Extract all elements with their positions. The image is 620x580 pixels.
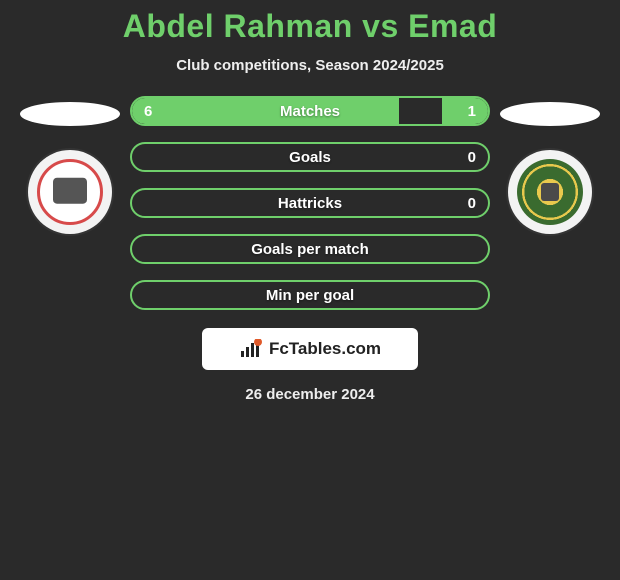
crest-right-icon: [517, 159, 583, 225]
branding-badge[interactable]: FcTables.com: [202, 328, 418, 370]
stat-bar-goals: Goals 0: [130, 142, 490, 172]
page-title: Abdel Rahman vs Emad: [0, 8, 620, 45]
stat-label: Hattricks: [132, 195, 488, 212]
stats-bars: 6 Matches 1 Goals 0 Hattricks 0: [130, 96, 490, 310]
stat-bar-min-per-goal: Min per goal: [130, 280, 490, 310]
stat-bar-hattricks: Hattricks 0: [130, 188, 490, 218]
player-left-column: [10, 96, 130, 234]
stat-label: Min per goal: [132, 287, 488, 304]
stat-label: Matches: [132, 103, 488, 120]
crest-left-icon: [37, 159, 103, 225]
club-crest-left: [28, 150, 112, 234]
stat-label: Goals: [132, 149, 488, 166]
stat-bar-goals-per-match: Goals per match: [130, 234, 490, 264]
date-label: 26 december 2024: [0, 386, 620, 403]
branding-text: FcTables.com: [269, 339, 381, 359]
player-right-oval: [500, 102, 600, 126]
comparison-card: Abdel Rahman vs Emad Club competitions, …: [0, 0, 620, 403]
player-left-oval: [20, 102, 120, 126]
stat-bar-matches: 6 Matches 1: [130, 96, 490, 126]
stat-value-right: 0: [468, 149, 476, 166]
stat-value-right: 0: [468, 195, 476, 212]
main-row: 6 Matches 1 Goals 0 Hattricks 0: [0, 96, 620, 310]
club-crest-right: [508, 150, 592, 234]
player-right-column: [490, 96, 610, 234]
bar-chart-icon: [239, 339, 263, 359]
stat-value-right: 1: [468, 103, 476, 120]
stat-label: Goals per match: [132, 241, 488, 258]
subtitle: Club competitions, Season 2024/2025: [0, 57, 620, 74]
